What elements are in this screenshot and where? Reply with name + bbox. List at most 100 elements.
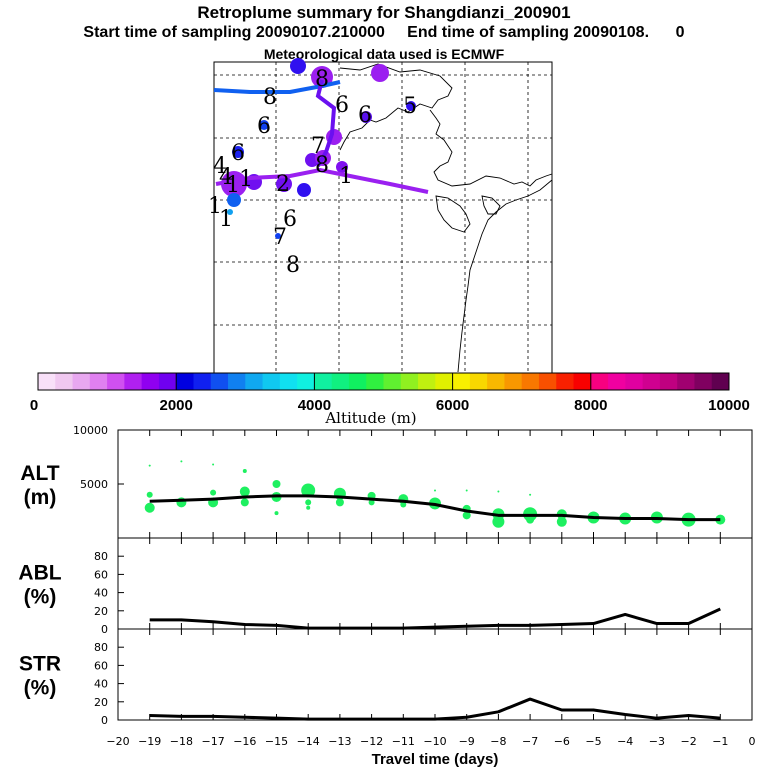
x-tick-label: −5 bbox=[585, 735, 601, 748]
colorbar-cell bbox=[193, 373, 212, 390]
y-axis-unit: (%) bbox=[24, 586, 57, 609]
panel-frame bbox=[117, 628, 753, 721]
colorbar-cell bbox=[314, 373, 333, 390]
x-tick-label: −6 bbox=[554, 735, 570, 748]
x-tick-label: −11 bbox=[392, 735, 415, 748]
panel-frame bbox=[117, 537, 753, 630]
map-label: 6 bbox=[231, 141, 245, 166]
colorbar-cell bbox=[487, 373, 505, 390]
colorbar-cell bbox=[245, 373, 264, 390]
colorbar-cell bbox=[694, 373, 713, 390]
y-tick-label: 20 bbox=[94, 605, 108, 618]
map-frame bbox=[213, 61, 553, 374]
map-label: 8 bbox=[286, 253, 300, 278]
plume-marker bbox=[311, 66, 333, 88]
x-tick-label: −15 bbox=[265, 735, 288, 748]
x-tick-label: −17 bbox=[201, 735, 224, 748]
altitude-point bbox=[301, 483, 316, 498]
altitude-point bbox=[462, 511, 471, 520]
x-tick-label: −20 bbox=[106, 735, 129, 748]
colorbar-cell bbox=[677, 373, 695, 390]
colorbar-cell bbox=[556, 373, 575, 390]
colorbar-tick-label: 0 bbox=[30, 397, 38, 414]
colorbar-cell bbox=[418, 373, 436, 390]
colorbar-cell bbox=[279, 373, 298, 390]
series-line-abl bbox=[149, 607, 721, 630]
y-tick-label: 40 bbox=[94, 678, 108, 691]
colorbar-cell bbox=[608, 373, 626, 390]
plume-marker bbox=[275, 233, 281, 239]
colorbar-cell bbox=[72, 373, 91, 390]
plume-marker bbox=[336, 161, 348, 173]
plume-marker bbox=[290, 58, 306, 74]
x-tick-label: −1 bbox=[712, 735, 728, 748]
map-label: 5 bbox=[403, 94, 417, 119]
x-tick-label: −2 bbox=[680, 735, 696, 748]
series-line-alt bbox=[149, 494, 721, 522]
colorbar-cell bbox=[642, 373, 661, 390]
map-label: 8 bbox=[315, 67, 329, 92]
chart-title: Retroplume summary for Shangdianzi_20090… bbox=[197, 3, 571, 22]
colorbar-tick-label: 2000 bbox=[160, 397, 193, 414]
colorbar-cell bbox=[124, 373, 143, 390]
map-label: 1 bbox=[226, 173, 240, 198]
x-tick-label: −16 bbox=[233, 735, 256, 748]
altitude-point bbox=[148, 464, 151, 467]
colorbar-cell bbox=[452, 373, 471, 390]
map-label: 4 bbox=[219, 165, 233, 190]
y-tick-label: 80 bbox=[94, 641, 108, 654]
panel-str: STR(%) 80 60 40 20 0 bbox=[19, 628, 753, 727]
colorbar-cell bbox=[107, 373, 125, 390]
altitude-colorbar: 0 2000 4000 6000 8000 10000 Altitude (m) bbox=[30, 372, 750, 427]
plume-trajectories bbox=[213, 79, 429, 194]
y-tick-label: 0 bbox=[101, 623, 108, 636]
altitude-point bbox=[400, 501, 407, 508]
x-tick-label: −4 bbox=[617, 735, 633, 748]
plume-marker bbox=[227, 209, 233, 215]
altitude-point bbox=[529, 493, 532, 496]
plume-marker bbox=[221, 171, 247, 197]
altitude-point bbox=[465, 489, 468, 492]
map-label: 6 bbox=[283, 207, 297, 232]
altitude-point bbox=[240, 498, 249, 507]
y-tick-label: 10000 bbox=[73, 424, 108, 437]
y-axis-label: ABL bbox=[18, 562, 61, 585]
altitude-point bbox=[368, 499, 375, 506]
colorbar-cell bbox=[89, 373, 108, 390]
colorbar-cell bbox=[400, 373, 419, 390]
colorbar-tick-label: 4000 bbox=[298, 397, 331, 414]
colorbar-cell bbox=[504, 373, 523, 390]
y-tick-label: 40 bbox=[94, 587, 108, 600]
altitude-point bbox=[272, 480, 281, 488]
altitude-point bbox=[180, 460, 183, 463]
colorbar-cell bbox=[625, 373, 644, 390]
plume-marker bbox=[227, 193, 241, 207]
x-tick-label: −10 bbox=[423, 735, 446, 748]
plume-marker bbox=[360, 111, 372, 123]
y-tick-label: 60 bbox=[94, 568, 108, 581]
map-label: 7 bbox=[273, 225, 287, 250]
colorbar-cell bbox=[158, 373, 177, 390]
map-label: 1 bbox=[239, 167, 253, 192]
map-label: 6 bbox=[335, 93, 349, 118]
x-tick-label: −18 bbox=[170, 735, 193, 748]
altitude-point bbox=[274, 511, 279, 516]
colorbar-tick-label: 6000 bbox=[436, 397, 469, 414]
colorbar-cell bbox=[348, 373, 367, 390]
y-tick-label: 0 bbox=[101, 714, 108, 727]
colorbar-label: Altitude (m) bbox=[324, 409, 416, 427]
map-label: 1 bbox=[339, 164, 353, 189]
y-tick-label: 20 bbox=[94, 696, 108, 709]
colorbar-cell bbox=[538, 373, 557, 390]
y-axis-label: ALT bbox=[20, 462, 59, 485]
x-tick-label: −9 bbox=[459, 735, 475, 748]
colorbar-cell bbox=[711, 373, 730, 390]
colorbar-tick-label: 10000 bbox=[708, 397, 750, 414]
colorbar-cell bbox=[210, 373, 229, 390]
y-tick-label: 60 bbox=[94, 659, 108, 672]
colorbar-cell bbox=[176, 373, 194, 390]
x-axis-label: Travel time (days) bbox=[372, 751, 499, 768]
altitude-point bbox=[492, 515, 505, 528]
colorbar-cell bbox=[435, 373, 454, 390]
